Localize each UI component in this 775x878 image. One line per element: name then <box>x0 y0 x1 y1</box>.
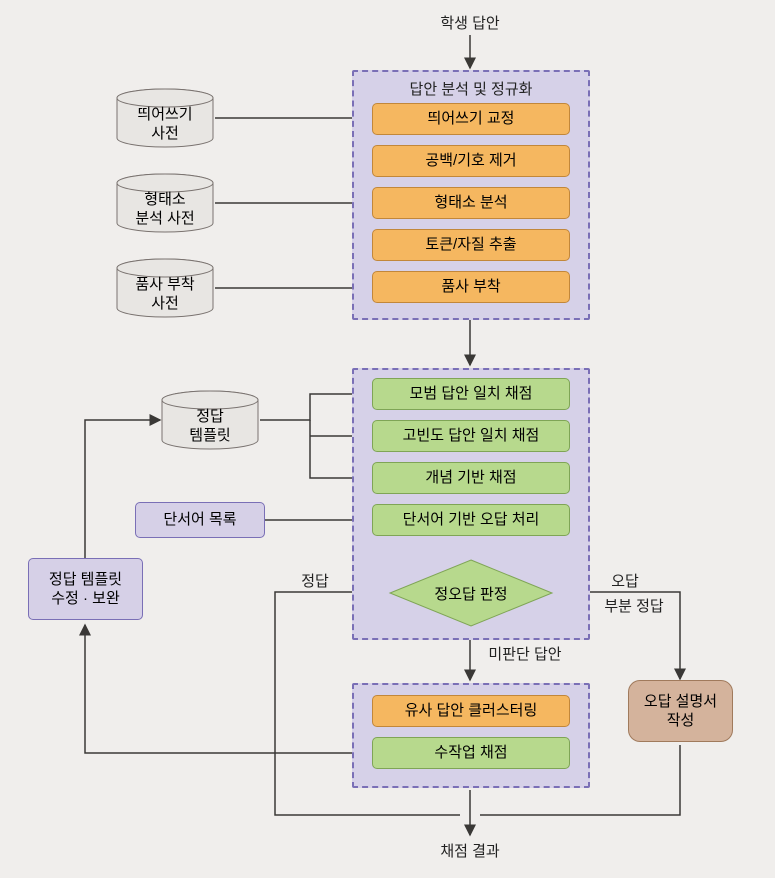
decision-label: 정오답 판정 <box>388 558 554 628</box>
db-spacing-dict-label: 띄어쓰기 사전 <box>115 102 215 146</box>
db-answer-template: 정답 템플릿 <box>160 390 260 450</box>
node-token-extract: 토큰/자질 추출 <box>372 229 570 261</box>
label-student-answer: 학생 답안 <box>430 12 510 33</box>
wrong-explanation: 오답 설명서 작성 <box>628 680 733 742</box>
node-model-answer: 모범 답안 일치 채점 <box>372 378 570 410</box>
db-answer-template-label: 정답 템플릿 <box>160 404 260 448</box>
node-manual-score: 수작업 채점 <box>372 737 570 769</box>
label-correct: 정답 <box>290 570 340 591</box>
decision-judgement: 정오답 판정 <box>388 558 554 628</box>
node-concept-score: 개념 기반 채점 <box>372 462 570 494</box>
db-morph-dict: 형태소 분석 사전 <box>115 173 215 233</box>
clue-word-list: 단서어 목록 <box>135 502 265 538</box>
label-wrong: 오답 <box>600 570 650 591</box>
node-clue-wrong: 단서어 기반 오답 처리 <box>372 504 570 536</box>
revise-template: 정답 템플릿 수정 · 보완 <box>28 558 143 620</box>
group1-title: 답안 분석 및 정규화 <box>382 78 560 99</box>
node-clustering: 유사 답안 클러스터링 <box>372 695 570 727</box>
node-spacing-correction: 띄어쓰기 교정 <box>372 103 570 135</box>
node-remove-blanks: 공백/기호 제거 <box>372 145 570 177</box>
db-morph-dict-label: 형태소 분석 사전 <box>115 187 215 231</box>
label-undecided: 미판단 답안 <box>480 643 570 664</box>
node-morph-analysis: 형태소 분석 <box>372 187 570 219</box>
db-pos-dict: 품사 부착 사전 <box>115 258 215 318</box>
label-result: 채점 결과 <box>430 840 510 861</box>
db-pos-dict-label: 품사 부착 사전 <box>115 272 215 316</box>
flowchart-canvas: 학생 답안 답안 분석 및 정규화 띄어쓰기 교정 공백/기호 제거 형태소 분… <box>0 0 775 878</box>
label-partial: 부분 정답 <box>594 595 674 616</box>
db-spacing-dict: 띄어쓰기 사전 <box>115 88 215 148</box>
node-pos-tag: 품사 부착 <box>372 271 570 303</box>
node-freq-answer: 고빈도 답안 일치 채점 <box>372 420 570 452</box>
